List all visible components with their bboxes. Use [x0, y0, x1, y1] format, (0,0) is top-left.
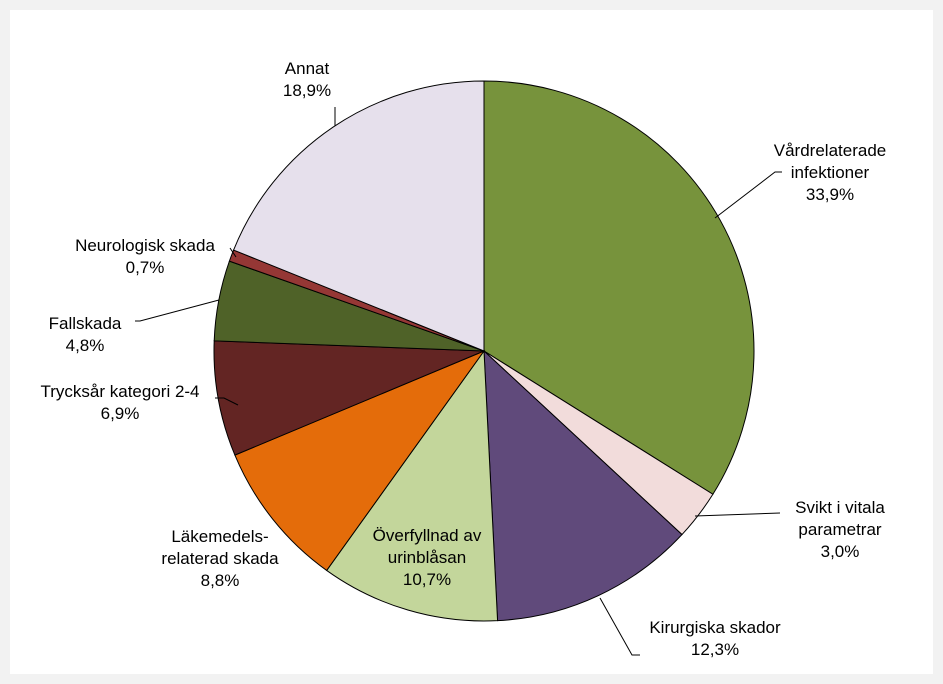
category-label: Trycksår kategori 2-4 — [40, 382, 200, 401]
value-label: 4,8% — [65, 336, 105, 355]
data-label: Överfyllnad av urinblåsan 10,7% — [352, 525, 502, 591]
leader-line — [135, 299, 220, 322]
category-label: Svikt i vitala parametrar — [795, 498, 885, 539]
data-label: Fallskada 4,8% — [10, 313, 160, 357]
category-label: Annat — [284, 59, 330, 78]
data-label: Läkemedels-relaterad skada 8,8% — [145, 526, 295, 592]
value-label: 33,9% — [805, 185, 855, 204]
pie-slice — [483, 80, 755, 495]
data-label: Svikt i vitala parametrar 3,0% — [765, 497, 915, 563]
data-label: Trycksår kategori 2-4 6,9% — [25, 381, 215, 425]
data-label: Vårdrelaterade infektioner 33,9% — [755, 140, 905, 206]
pie-slice — [213, 340, 485, 456]
category-label: Överfyllnad av urinblåsan — [372, 526, 482, 567]
value-label: 0,7% — [125, 258, 165, 277]
pie-slice — [234, 349, 486, 572]
category-label: Vårdrelaterade infektioner — [773, 141, 887, 182]
leader-line — [694, 512, 781, 517]
leader-line — [229, 247, 237, 258]
leader-line — [215, 397, 239, 406]
value-label: 6,9% — [100, 404, 140, 423]
value-label: 3,0% — [820, 542, 860, 561]
leader-line — [599, 597, 640, 656]
category-label: Kirurgiska skador — [649, 618, 781, 637]
pie-slice — [483, 349, 683, 622]
category-label: Läkemedels-relaterad skada — [161, 527, 279, 568]
category-label: Neurologisk skada — [75, 236, 215, 255]
pie-slice — [232, 80, 485, 352]
leader-line — [714, 171, 782, 219]
data-label: Kirurgiska skador 12,3% — [615, 617, 815, 661]
data-label: Annat 18,9% — [232, 58, 382, 102]
data-label: Neurologisk skada 0,7% — [45, 235, 245, 279]
pie-slice — [325, 349, 499, 622]
value-label: 12,3% — [690, 640, 740, 659]
value-label: 10,7% — [402, 570, 452, 589]
value-label: 18,9% — [282, 81, 332, 100]
category-label: Fallskada — [48, 314, 122, 333]
value-label: 8,8% — [200, 571, 240, 590]
